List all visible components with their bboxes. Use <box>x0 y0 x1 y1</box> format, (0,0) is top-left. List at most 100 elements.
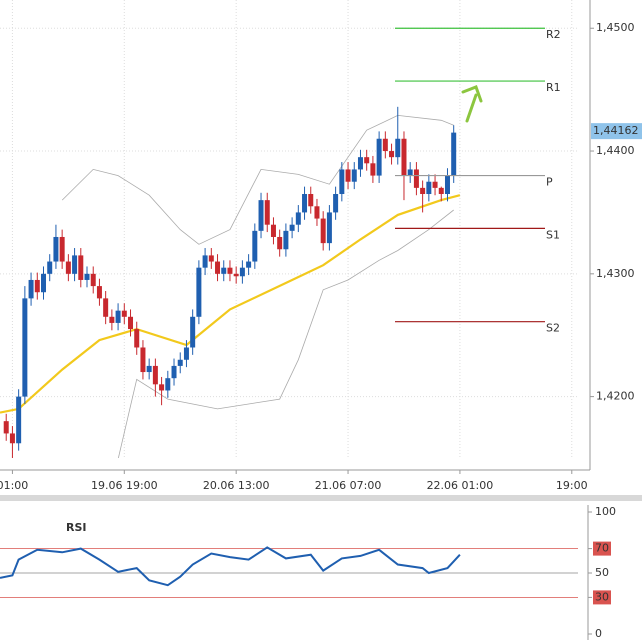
candle-body <box>177 359 183 366</box>
y-tick-highlight <box>593 590 611 605</box>
candle-body <box>320 218 326 244</box>
candle-body <box>53 236 59 262</box>
x-tick-label: 19:00 <box>556 479 588 492</box>
candle-body <box>59 236 65 262</box>
candle-body <box>9 433 15 444</box>
candle-body <box>277 236 283 250</box>
candle-body <box>444 175 450 195</box>
pivot-label: R2 <box>546 28 561 41</box>
indicator-line <box>0 194 461 414</box>
candle-body <box>165 378 171 391</box>
candle-body <box>382 138 388 152</box>
candle-body <box>121 310 127 317</box>
candle-body <box>78 255 84 280</box>
candle-body <box>16 396 22 444</box>
candle-body <box>128 316 134 330</box>
pivot-label: S1 <box>546 228 560 241</box>
x-tick-label: 01:00 <box>0 479 28 492</box>
candle-body <box>345 169 351 182</box>
candle-body <box>34 279 40 293</box>
candle-body <box>376 138 382 176</box>
candle-body <box>333 194 339 213</box>
candle-body <box>302 194 308 213</box>
candle-body <box>395 138 401 158</box>
candle-body <box>413 169 419 188</box>
candle-body <box>196 267 202 317</box>
candle-body <box>22 298 28 397</box>
candle-body <box>258 200 264 231</box>
candle-body <box>246 261 252 268</box>
candle-body <box>109 316 115 323</box>
candle-body <box>314 206 320 219</box>
candle-body <box>432 181 438 188</box>
candle-body <box>84 273 90 280</box>
candle-body <box>140 347 146 373</box>
candle-body <box>221 267 227 274</box>
candle-body <box>364 157 370 164</box>
candle-body <box>96 286 102 299</box>
candle-body <box>90 273 96 287</box>
x-tick-label: 21.06 07:00 <box>315 479 382 492</box>
candle-body <box>134 329 140 348</box>
y-tick-label: 1,4500 <box>596 21 635 34</box>
candle-body <box>103 298 109 317</box>
candle-body <box>295 212 301 225</box>
panel-separator <box>0 495 642 501</box>
indicator-line <box>117 209 454 458</box>
candle-body <box>308 194 314 207</box>
candle-body <box>146 365 152 373</box>
candle-body <box>159 384 165 391</box>
y-tick-label: 1,4400 <box>596 144 635 157</box>
pivot-label: S2 <box>546 322 560 335</box>
candle-body <box>420 187 426 195</box>
arrow <box>461 85 483 123</box>
indicator-line <box>61 114 454 245</box>
candle-body <box>252 230 258 262</box>
candle-body <box>283 230 289 250</box>
y-tick-label: 100 <box>595 505 616 518</box>
candle-body <box>438 187 444 195</box>
candle-body <box>28 279 34 299</box>
candle-body <box>233 273 239 277</box>
x-tick-label: 22.06 01:00 <box>427 479 494 492</box>
candle-body <box>401 138 407 176</box>
candle-body <box>389 151 395 158</box>
y-tick-label: 70 <box>595 542 609 555</box>
candle-body <box>190 316 196 348</box>
candle-body <box>426 181 432 195</box>
y-tick-label: 50 <box>595 566 609 579</box>
candle-body <box>264 200 270 225</box>
last-price-label: 1,44162 <box>593 124 639 137</box>
pivot-label: R1 <box>546 81 561 94</box>
pivot-label: P <box>546 176 553 189</box>
candle-body <box>215 261 221 274</box>
candle-body <box>72 255 78 274</box>
candle-body <box>289 224 295 231</box>
candle-body <box>171 365 177 379</box>
candle-body <box>407 169 413 176</box>
candle-body <box>41 273 47 293</box>
candle-body <box>239 267 245 277</box>
candle-body <box>339 169 345 195</box>
y-tick-label: 1,4300 <box>596 267 635 280</box>
candle-body <box>208 255 214 262</box>
rsi-title: RSI <box>66 521 87 534</box>
last-price-box <box>591 123 642 140</box>
candle-body <box>65 261 71 274</box>
candle-body <box>451 132 457 176</box>
candle-body <box>3 421 9 434</box>
candle-body <box>115 310 121 323</box>
y-tick-label: 30 <box>595 590 609 603</box>
x-tick-label: 19.06 19:00 <box>91 479 158 492</box>
y-tick-label: 1,4200 <box>596 390 635 403</box>
candle-body <box>227 267 233 274</box>
candle-body <box>183 347 189 360</box>
rsi-line <box>0 546 461 587</box>
y-tick-label: 0 <box>595 627 602 640</box>
y-tick-highlight <box>593 541 611 556</box>
x-tick-label: 20.06 13:00 <box>203 479 270 492</box>
candle-body <box>351 169 357 182</box>
candle-body <box>357 157 363 170</box>
